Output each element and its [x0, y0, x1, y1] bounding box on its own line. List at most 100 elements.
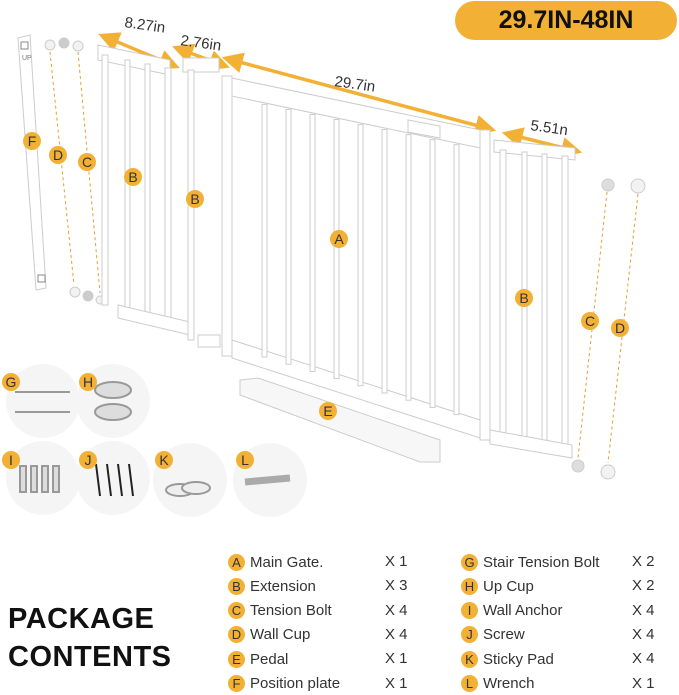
part-row: C Tension Bolt	[228, 600, 332, 622]
wall-anchor	[52, 465, 60, 493]
part-qty: X 4	[632, 625, 655, 643]
svg-text:I: I	[9, 452, 13, 468]
marker-c: C	[581, 312, 599, 330]
heading-line-2: CONTENTS	[8, 641, 172, 673]
dim-arrow-main	[221, 52, 497, 136]
gate-bar	[381, 129, 388, 394]
main-gate	[221, 75, 491, 441]
svg-text:D: D	[53, 147, 63, 163]
part-qty: X 4	[632, 650, 655, 668]
gate-diagram: 8.27in 2.76in 29.7in 5.51n UP	[2, 14, 646, 497]
gate-bar	[333, 119, 340, 380]
svg-text:E: E	[323, 403, 332, 419]
dim-ext3: 5.51n	[529, 117, 569, 139]
part-qty: X 2	[632, 553, 655, 570]
gate-bar	[309, 113, 316, 372]
part-row: D Wall Cup	[228, 624, 310, 646]
part-qty: X 2	[632, 577, 655, 595]
part-row: K Sticky Pad	[461, 648, 554, 670]
heading-line-1: PACKAGE	[8, 603, 155, 635]
part-qty: X 4	[385, 625, 408, 643]
marker-b: B	[124, 168, 142, 186]
plate-icon	[20, 41, 29, 50]
part-name: Wall Cup	[250, 626, 311, 644]
part-name: Main Gate.	[250, 553, 324, 571]
svg-text:J: J	[85, 452, 92, 468]
part-letter: K	[461, 650, 478, 668]
part-letter: L	[461, 675, 478, 692]
marker-i: I	[2, 451, 20, 469]
marker-e: E	[319, 402, 337, 420]
part-letter: A	[228, 553, 245, 571]
position-plate: UP	[17, 34, 47, 291]
gate-bar	[285, 108, 292, 365]
wall-anchor	[19, 465, 27, 493]
part-row: H Up Cup	[461, 575, 534, 597]
part-name: Wall Anchor	[483, 602, 563, 620]
part-name: Wrench	[483, 675, 535, 692]
marker-b: B	[186, 190, 204, 208]
svg-text:A: A	[334, 231, 344, 247]
svg-text:L: L	[241, 452, 249, 468]
marker-d: D	[611, 319, 629, 337]
part-letter: C	[228, 602, 245, 620]
part-qty: X 1	[385, 553, 408, 570]
part-letter: B	[228, 577, 245, 595]
part-name: Extension	[250, 577, 316, 595]
plate-text: UP	[22, 55, 32, 62]
package-contents-heading: PACKAGE CONTENTS	[8, 600, 172, 676]
gate-bar	[261, 103, 268, 358]
marker-h: H	[79, 373, 97, 391]
wall-anchor	[41, 465, 49, 493]
part-row: J Screw	[461, 624, 525, 646]
marker-j: J	[79, 451, 97, 469]
extension-left	[97, 44, 191, 336]
dim-ext1: 8.27in	[123, 14, 166, 37]
part-row: L Wrench	[461, 673, 534, 695]
part-letter: F	[228, 675, 245, 692]
svg-text:B: B	[128, 169, 137, 185]
part-row: E Pedal	[228, 648, 288, 670]
gate-bar	[429, 139, 436, 408]
part-name: Screw	[483, 626, 525, 644]
part-letter: D	[228, 626, 245, 644]
part-letter: E	[228, 650, 245, 668]
part-letter: I	[461, 602, 478, 620]
marker-f: F	[23, 132, 41, 150]
svg-text:H: H	[83, 374, 93, 390]
part-qty: X 1	[385, 650, 408, 668]
part-letter: J	[461, 626, 478, 644]
part-name: Stair Tension Bolt	[483, 553, 600, 571]
marker-b: B	[515, 289, 533, 307]
part-qty: X 4	[385, 601, 408, 619]
dim-ext2: 2.76in	[179, 32, 222, 55]
marker-c: C	[78, 153, 96, 171]
marker-g: G	[2, 373, 20, 391]
svg-text:K: K	[159, 452, 169, 468]
pedal	[239, 377, 441, 463]
part-row: F Position plate	[228, 673, 340, 695]
part-name: Sticky Pad	[483, 650, 554, 668]
wall-anchor	[30, 465, 38, 493]
marker-d: D	[49, 146, 67, 164]
svg-text:B: B	[519, 290, 528, 306]
gate-bar	[453, 144, 460, 416]
part-qty: X 1	[385, 674, 408, 692]
svg-text:C: C	[585, 313, 595, 329]
screw	[95, 463, 101, 497]
marker-l: L	[236, 451, 254, 469]
part-letter: H	[461, 577, 478, 595]
part-letter: G	[461, 553, 478, 571]
part-name: Pedal	[250, 650, 289, 668]
part-name: Position plate	[250, 675, 341, 692]
dim-main: 29.7in	[333, 73, 376, 96]
size-range-badge: 29.7IN-48IN	[455, 1, 677, 40]
svg-text:F: F	[28, 133, 37, 149]
gate-bar	[405, 134, 412, 401]
part-qty: X 4	[632, 601, 655, 619]
svg-text:C: C	[82, 154, 92, 170]
screw	[117, 463, 123, 497]
part-name: Up Cup	[483, 577, 534, 595]
marker-k: K	[155, 451, 173, 469]
screw	[128, 463, 134, 497]
